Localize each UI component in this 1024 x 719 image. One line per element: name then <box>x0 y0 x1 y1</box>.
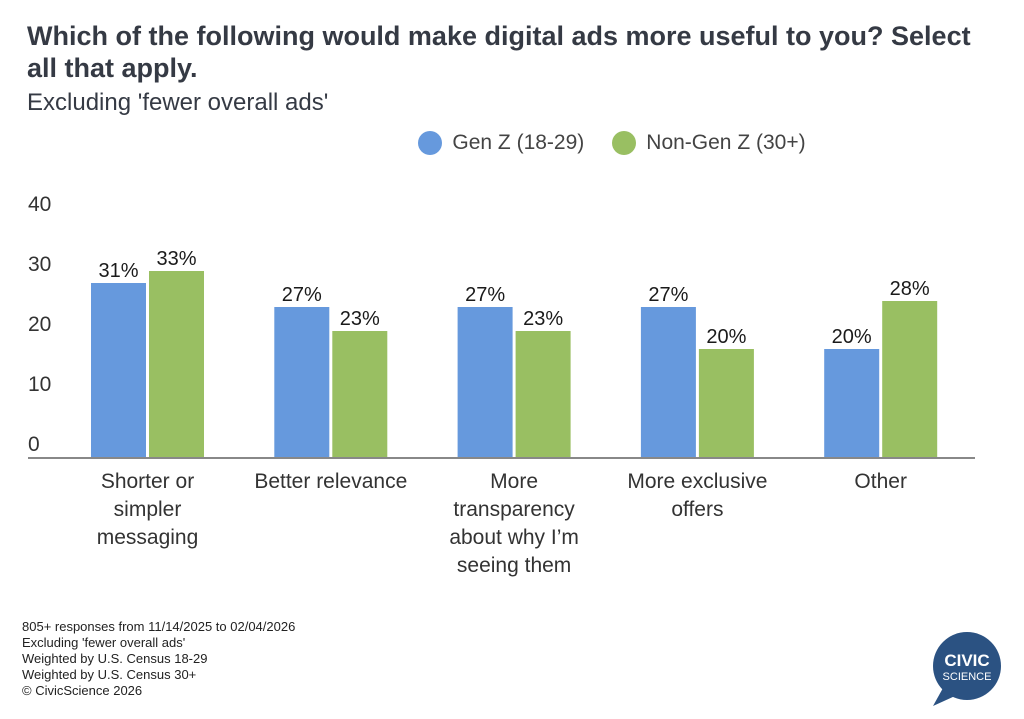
legend-label-non-gen-z: Non-Gen Z (30+) <box>646 131 806 154</box>
category-label: Other <box>854 470 907 493</box>
footnote-line: © CivicScience 2026 <box>22 683 143 698</box>
data-label: 23% <box>340 308 380 330</box>
category-label: Better relevance <box>254 470 407 493</box>
data-label: 28% <box>890 278 930 300</box>
category-label: simpler <box>114 498 182 521</box>
category-label: offers <box>671 498 723 521</box>
footnote-line: Weighted by U.S. Census 18-29 <box>22 651 208 666</box>
chart-title: Which of the following would make digita… <box>27 21 971 83</box>
bar <box>882 301 938 457</box>
chart-subtitle: Excluding 'fewer overall ads' <box>27 89 329 116</box>
logo-bubble-tail <box>933 688 955 706</box>
legend-swatch-gen-z <box>418 131 443 155</box>
footnotes: 805+ responses from 11/14/2025 to 02/04/… <box>22 619 295 699</box>
civicscience-logo: CIVIC SCIENCE <box>933 632 1001 706</box>
data-label: 33% <box>156 248 196 270</box>
bar <box>149 271 204 457</box>
data-label: 27% <box>465 284 505 306</box>
bar <box>640 307 696 457</box>
legend-item-non-gen-z: Non-Gen Z (30+) <box>612 131 806 155</box>
data-label: 27% <box>648 284 688 306</box>
bar <box>274 307 330 457</box>
footnote-line: 805+ responses from 11/14/2025 to 02/04/… <box>22 619 296 634</box>
bar <box>457 307 513 457</box>
data-label: 20% <box>706 326 746 348</box>
legend-swatch-non-gen-z <box>612 131 637 155</box>
bar <box>515 331 571 457</box>
data-label: 23% <box>523 308 563 330</box>
y-tick-label: 20 <box>28 313 51 336</box>
logo-bubble <box>933 632 1001 700</box>
category-label: transparency <box>453 498 575 521</box>
bar <box>332 331 388 457</box>
legend: Gen Z (18-29) Non-Gen Z (30+) <box>0 131 1024 155</box>
bar <box>698 349 754 457</box>
legend-label-gen-z: Gen Z (18-29) <box>452 131 585 154</box>
y-tick-label: 40 <box>28 193 51 216</box>
data-label: 31% <box>98 260 138 282</box>
category-label: messaging <box>97 526 199 549</box>
y-tick-label: 30 <box>28 253 51 276</box>
y-tick-label: 10 <box>28 373 51 396</box>
category-label: about why I’m <box>449 526 579 549</box>
logo-text-science: SCIENCE <box>943 671 992 683</box>
footnote-line: Excluding 'fewer overall ads' <box>22 635 186 650</box>
legend-item-gen-z: Gen Z (18-29) <box>418 131 584 155</box>
category-label: seeing them <box>457 554 571 577</box>
data-label: 27% <box>282 284 322 306</box>
footnote-line: Weighted by U.S. Census 30+ <box>22 667 197 682</box>
data-label: 20% <box>832 326 872 348</box>
category-label: More exclusive <box>627 470 767 493</box>
y-tick-label: 0 <box>28 433 40 456</box>
category-label: More <box>490 470 538 493</box>
category-label: Shorter or <box>101 470 194 493</box>
logo-text-civic: CIVIC <box>944 651 989 670</box>
bar <box>824 349 880 457</box>
bar <box>91 283 146 457</box>
